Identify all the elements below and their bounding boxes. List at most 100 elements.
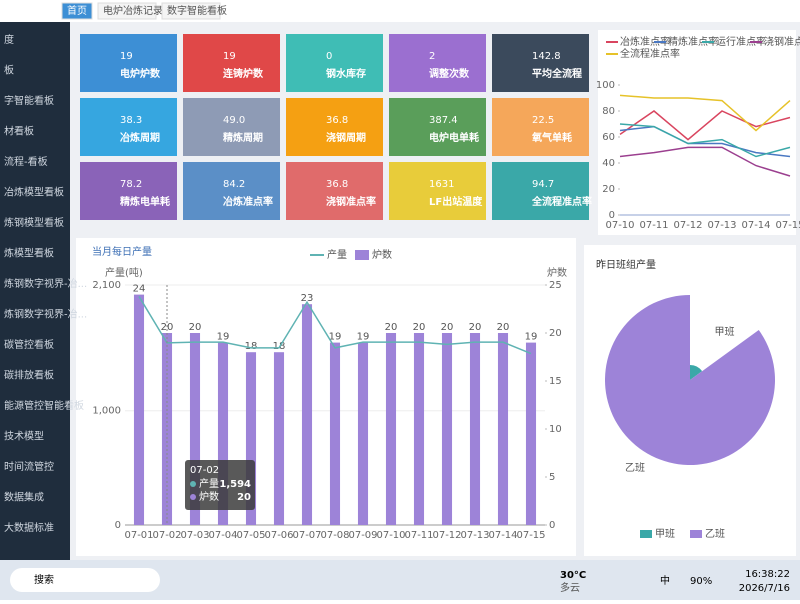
bar[interactable] — [217, 342, 229, 525]
x-tick-label: 07-06 — [264, 530, 293, 541]
menu-item[interactable]: 碳排放看板 — [4, 369, 54, 382]
tooltip-value: 20 — [237, 492, 251, 503]
tab-label[interactable]: 首页 — [67, 4, 87, 17]
search-box[interactable] — [10, 568, 160, 592]
bar[interactable] — [301, 304, 313, 525]
bar[interactable] — [497, 333, 509, 525]
menu-item[interactable]: 板 — [4, 64, 14, 77]
bar-value-label: 24 — [133, 284, 146, 295]
kpi-tile — [80, 34, 177, 92]
kpi-label: 浇钢准点率 — [326, 195, 376, 208]
kpi-label: 电炉炉数 — [120, 67, 161, 80]
kpi-tile — [183, 34, 280, 92]
sidebar — [0, 22, 70, 560]
kpi-value: 94.7 — [532, 179, 554, 190]
series-line — [619, 94, 791, 132]
menu-item[interactable]: 时间流管控 — [4, 460, 54, 473]
legend-label[interactable]: 产量 — [327, 248, 347, 261]
x-tick-label: 07-01 — [124, 530, 153, 541]
bar[interactable] — [413, 333, 425, 525]
kpi-label: 精炼电单耗 — [120, 195, 170, 208]
menu-item[interactable]: 技术模型 — [4, 430, 44, 443]
menu-item[interactable]: 材看板 — [4, 125, 34, 138]
series-line — [619, 123, 791, 158]
menu-item[interactable]: 炼钢模型看板 — [4, 216, 64, 229]
kpi-label: 调整次数 — [429, 67, 470, 80]
ime[interactable]: 中 — [660, 574, 670, 587]
kpi-value: 0 — [326, 51, 332, 62]
kpi-value: 84.2 — [223, 179, 245, 190]
bar[interactable] — [189, 333, 201, 525]
menu-item[interactable]: 数据集成 — [4, 491, 44, 504]
chart-title: 当月每日产量 — [92, 245, 152, 258]
y-tick-label: 1,000 — [92, 406, 121, 417]
bar-value-label: 19 — [357, 332, 370, 343]
pie-slice[interactable] — [690, 365, 703, 380]
legend-label: 精炼准点率 — [668, 35, 718, 48]
x-tick-label: 07-05 — [236, 530, 265, 541]
clock-date: 2026/7/16 — [739, 583, 790, 594]
bar[interactable] — [469, 333, 481, 525]
menu-item[interactable]: 大数据标准 — [4, 521, 54, 534]
kpi-tile — [492, 98, 589, 156]
y2-axis-label: 炉数 — [547, 266, 567, 279]
bar[interactable] — [525, 342, 537, 525]
x-tick-label: 07-11 — [639, 220, 668, 231]
bar[interactable] — [385, 333, 397, 525]
bar[interactable] — [133, 294, 145, 525]
legend-swatch — [640, 530, 652, 538]
bar[interactable] — [329, 342, 341, 525]
bar-value-label: 18 — [245, 341, 258, 352]
x-tick-label: 07-12 — [432, 530, 461, 541]
bar-value-label: 20 — [385, 322, 398, 333]
menu-item[interactable]: 字智能看板 — [4, 94, 54, 107]
bar[interactable] — [245, 352, 257, 525]
menu-item[interactable]: 冶炼模型看板 — [4, 186, 64, 199]
tab[interactable] — [61, 2, 93, 20]
tab-label[interactable]: 电炉冶炼记录 — [103, 4, 163, 17]
search-text[interactable]: 搜索 — [34, 573, 54, 586]
menu-item[interactable]: 碳管控看板 — [4, 338, 54, 351]
kpi-tile — [286, 98, 383, 156]
kpi-tile — [183, 162, 280, 220]
kpi-tile — [492, 162, 589, 220]
tab-label[interactable]: 数字智能看板 — [167, 4, 227, 17]
tab[interactable] — [161, 2, 221, 20]
kpi-value: 142.8 — [532, 51, 561, 62]
bar[interactable] — [441, 333, 453, 525]
tab[interactable] — [97, 2, 157, 20]
y-tick-label: 0 — [609, 210, 615, 221]
clock-time: 16:38:22 — [745, 569, 790, 580]
menu-item[interactable]: 度 — [4, 33, 14, 46]
legend-label: 冶炼准点率 — [620, 35, 670, 48]
kpi-label: 冶炼周期 — [120, 131, 160, 144]
y-tick-label: 20 — [602, 184, 615, 195]
pie-slice[interactable] — [605, 295, 775, 466]
bar[interactable] — [273, 352, 285, 525]
kpi-label: 精炼周期 — [223, 131, 263, 144]
menu-item[interactable]: 炼钢数字视界-冶... — [4, 308, 87, 321]
series-line — [619, 125, 791, 158]
menu-item[interactable]: 炼模型看板 — [4, 247, 54, 260]
kpi-tile — [80, 162, 177, 220]
bar-value-label: 19 — [217, 332, 230, 343]
kpi-tile — [286, 34, 383, 92]
menu-item[interactable]: 能源管控智能看板 — [4, 399, 84, 412]
y-tick-label: 100 — [596, 80, 615, 91]
bar[interactable] — [357, 342, 369, 525]
kpi-tile — [492, 34, 589, 92]
menu-item[interactable]: 流程-看板 — [4, 155, 48, 168]
tooltip-dot — [190, 481, 196, 487]
kpi-tile — [286, 162, 383, 220]
bar-value-label: 19 — [329, 332, 342, 343]
kpi-label: 连铸炉数 — [223, 67, 264, 80]
legend-label[interactable]: 乙班 — [705, 528, 725, 540]
kpi-label: 电炉电单耗 — [429, 131, 479, 144]
tooltip-name: 炉数 — [199, 490, 219, 503]
x-tick-label: 07-11 — [404, 530, 433, 541]
legend-label[interactable]: 甲班 — [655, 528, 675, 540]
legend-label[interactable]: 炉数 — [372, 248, 392, 261]
menu-item[interactable]: 炼钢数字视界-冶... — [4, 277, 87, 290]
tooltip-name: 产量 — [199, 477, 219, 490]
